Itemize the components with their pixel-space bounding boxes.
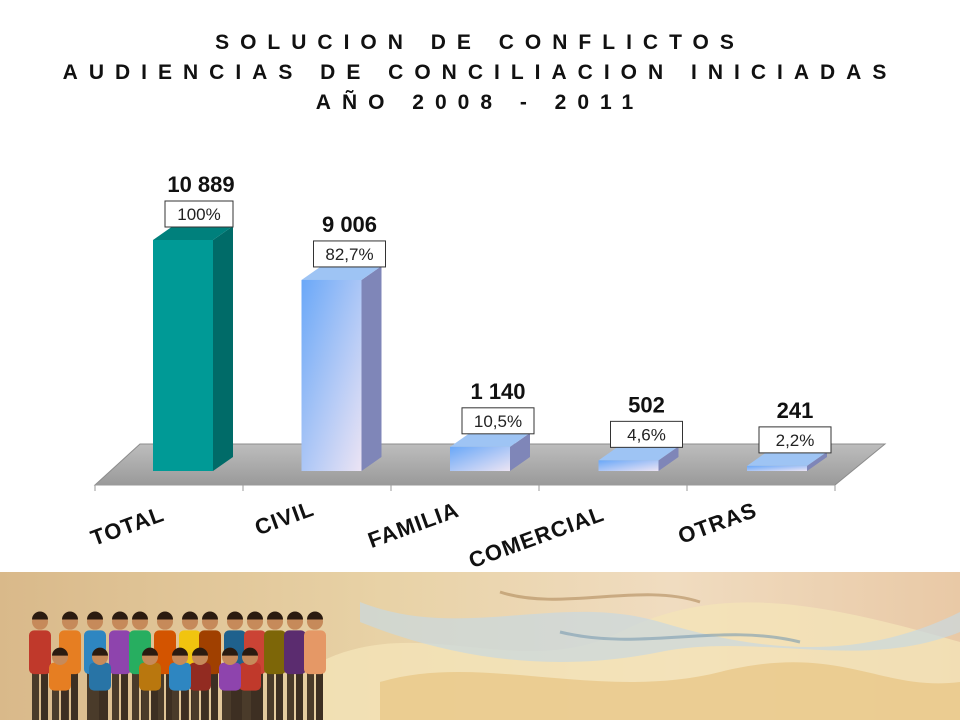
person-figure	[169, 647, 191, 720]
category-label: OTRAS	[675, 497, 761, 549]
bar-front	[747, 465, 807, 471]
percent-label: 2,2%	[758, 426, 832, 454]
bar-familia	[450, 432, 530, 471]
bar-top	[598, 446, 679, 461]
percent-label-box	[313, 240, 386, 268]
person-figure	[49, 647, 71, 720]
percent-label-text: 10,5%	[474, 412, 522, 431]
people-banner-illustration	[0, 572, 960, 720]
category-label: FAMILIA	[365, 497, 463, 553]
bar-front	[301, 279, 362, 471]
bar-side	[361, 265, 382, 471]
bar-side	[807, 451, 827, 471]
value-label: 1 140	[470, 379, 525, 404]
value-label: 502	[628, 392, 665, 417]
category-label: CIVIL	[251, 496, 317, 540]
bar-front	[153, 240, 213, 471]
bar-top	[301, 265, 382, 280]
bar-comercial	[598, 446, 679, 471]
bar-total	[153, 226, 233, 471]
person-figure	[89, 647, 111, 720]
bar-top	[450, 432, 530, 447]
title-line-3: AÑO 2008 - 2011	[315, 91, 645, 114]
bar-front	[450, 446, 510, 471]
percent-label: 100%	[164, 200, 234, 228]
bar-top	[153, 226, 233, 240]
category-label: TOTAL	[87, 501, 167, 551]
people-group-illustration	[29, 611, 326, 720]
percent-label-box	[461, 407, 535, 435]
bar-chart: 10 889 100% 9 006 82,7% 1 140 10,5% 502 4,6% 241…	[87, 172, 887, 573]
percent-label: 82,7%	[313, 240, 386, 268]
bar-otras	[747, 451, 827, 471]
percent-label-text: 2,2%	[776, 431, 815, 450]
value-label: 241	[777, 398, 814, 423]
percent-label-box	[610, 420, 683, 448]
person-figure	[284, 611, 306, 720]
bar-front	[598, 460, 659, 471]
bar-civil	[301, 265, 382, 471]
bar-top	[747, 451, 827, 466]
person-figure	[154, 611, 176, 720]
category-label: COMERCIAL	[465, 501, 607, 573]
person-figure	[264, 611, 286, 720]
person-figure	[29, 611, 51, 720]
chart-title: SOLUCION DE CONFLICTOS AUDIENCIAS DE CON…	[0, 28, 960, 118]
bar-side	[510, 432, 530, 471]
value-label: 9 006	[322, 212, 377, 237]
person-figure	[239, 647, 261, 720]
person-figure	[109, 611, 131, 720]
person-figure	[219, 647, 241, 720]
percent-label: 10,5%	[461, 407, 535, 435]
percent-label-text: 4,6%	[627, 425, 666, 444]
bar-side	[658, 446, 679, 471]
person-figure	[139, 647, 161, 720]
percent-label-box	[164, 200, 234, 228]
percent-label: 4,6%	[610, 420, 683, 448]
person-figure	[189, 647, 211, 720]
percent-label-text: 82,7%	[325, 245, 373, 264]
percent-label-box	[758, 426, 832, 454]
value-label: 10 889	[167, 172, 234, 197]
percent-label-text: 100%	[177, 205, 220, 224]
person-figure	[304, 611, 326, 720]
title-line-1: SOLUCION DE CONFLICTOS	[215, 31, 745, 54]
bar-side	[213, 226, 233, 471]
title-line-2: AUDIENCIAS DE CONCILIACION INICIADAS	[62, 61, 898, 84]
